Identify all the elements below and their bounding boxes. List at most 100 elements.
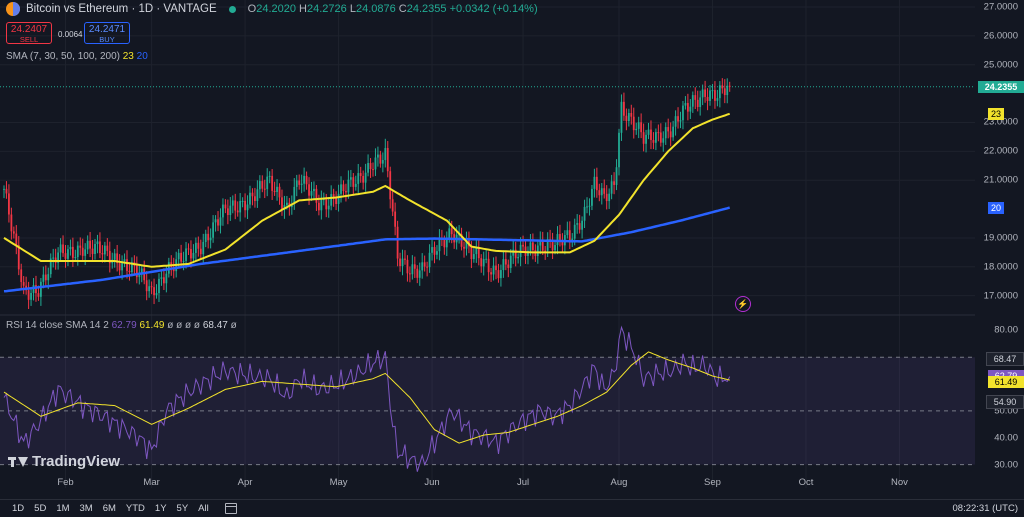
timeframe-5y-button[interactable]: 5Y	[176, 503, 189, 514]
candle-body	[677, 116, 679, 122]
candle-body	[126, 259, 128, 271]
month-label: Nov	[890, 477, 908, 488]
ohlc-values: O24.2020 H24.2726 L24.0876 C24.2355 +0.0…	[247, 3, 538, 15]
candle-body	[497, 270, 500, 279]
candle-body	[276, 186, 278, 192]
candle-body	[529, 242, 532, 251]
chart-header: Bitcoin vs Ethereum · 1D · VANTAGE O24.2…	[6, 2, 538, 16]
candle-body	[47, 274, 50, 281]
candle-body	[615, 167, 618, 185]
candle-body	[377, 154, 379, 158]
tradingview-logo[interactable]: TradingView	[8, 453, 120, 470]
candle-body	[207, 233, 210, 241]
candle-body	[374, 157, 377, 170]
candle-body	[426, 266, 429, 268]
candle-body	[728, 85, 731, 87]
candle-body	[647, 129, 650, 135]
candle-body	[369, 163, 372, 170]
lightning-icon[interactable]: ⚡	[735, 296, 751, 312]
timeframe-1m-button[interactable]: 1M	[56, 503, 70, 514]
candle-body	[433, 247, 436, 255]
candle-body	[443, 239, 446, 248]
calendar-icon[interactable]	[224, 503, 237, 514]
candle-body	[202, 241, 205, 255]
candle-body	[322, 199, 325, 201]
candle-body	[64, 253, 67, 259]
candle-body	[281, 197, 283, 210]
timeframe-5d-button[interactable]: 5D	[34, 503, 47, 514]
candle-body	[273, 190, 276, 192]
candle-body	[389, 171, 392, 200]
candle-body	[571, 238, 574, 241]
candle-body	[106, 245, 109, 251]
month-label: Apr	[237, 477, 253, 488]
rsi-legend[interactable]: RSI 14 close SMA 14 2 62.79 61.49 ø ø ø …	[6, 320, 237, 331]
candle-body	[411, 264, 414, 275]
candle-body	[416, 268, 419, 278]
candle-body	[5, 188, 8, 194]
candle-body	[423, 262, 426, 267]
candle-body	[723, 88, 726, 96]
price-axis-label: 27.0000	[983, 1, 1018, 13]
candle-body	[608, 193, 611, 202]
candle-body	[10, 214, 13, 232]
timeframe-ytd-button[interactable]: YTD	[125, 503, 145, 514]
candle-body	[662, 138, 665, 143]
candle-body	[187, 248, 190, 250]
sma-legend[interactable]: SMA (7, 30, 50, 100, 200) 23 20	[6, 51, 148, 62]
candle-body	[630, 113, 633, 117]
candle-body	[694, 95, 697, 100]
timeframe-1d-button[interactable]: 1D	[12, 503, 25, 514]
sell-button[interactable]: 24.2407 SELL	[6, 22, 52, 44]
candle-body	[116, 253, 119, 264]
candle-body	[512, 249, 515, 256]
month-label: Oct	[798, 477, 814, 488]
candle-body	[613, 181, 615, 185]
candle-body	[335, 197, 337, 205]
candle-body	[544, 250, 547, 252]
candle-body	[8, 193, 10, 215]
candle-body	[150, 286, 153, 288]
month-label: Jun	[424, 477, 440, 488]
candle-body	[362, 175, 365, 183]
candle-body	[706, 96, 709, 101]
candle-body	[197, 242, 200, 249]
candle-body	[472, 254, 475, 260]
timeframe-1y-button[interactable]: 1Y	[154, 503, 167, 514]
candle-body	[500, 270, 502, 279]
clock[interactable]: 08:22:31 (UTC)	[952, 503, 1018, 514]
candle-body	[27, 290, 30, 300]
candle-body	[40, 281, 42, 297]
candle-body	[480, 258, 483, 267]
candle-body	[192, 252, 195, 259]
candle-body	[204, 233, 207, 242]
symbol-icon[interactable]	[6, 2, 20, 16]
candle-body	[541, 240, 544, 251]
candle-body	[310, 191, 313, 196]
buy-button[interactable]: 24.2471 BUY	[84, 22, 130, 44]
timeframe-6m-button[interactable]: 6M	[102, 503, 116, 514]
candle-body	[347, 179, 350, 193]
candle-body	[399, 258, 401, 267]
candle-body	[704, 89, 706, 97]
candle-body	[539, 240, 542, 246]
market-status-icon[interactable]	[228, 5, 236, 13]
candle-body	[696, 99, 699, 108]
candle-body	[701, 89, 704, 98]
candle-body	[59, 244, 62, 253]
symbol-title[interactable]: Bitcoin vs Ethereum · 1D · VANTAGE	[26, 3, 217, 15]
buy-label: BUY	[99, 35, 115, 44]
candle-body	[79, 245, 82, 248]
rsi-axis-label: 40.00	[994, 432, 1018, 444]
candle-body	[320, 199, 323, 211]
candle-body	[381, 160, 384, 164]
timeframe-all-button[interactable]: All	[198, 503, 209, 514]
candle-body	[504, 259, 507, 265]
candle-body	[623, 101, 625, 116]
candle-body	[94, 244, 96, 255]
candle-body	[153, 287, 155, 296]
candle-body	[212, 222, 214, 238]
candle-body	[620, 101, 623, 133]
timeframe-3m-button[interactable]: 3M	[79, 503, 93, 514]
